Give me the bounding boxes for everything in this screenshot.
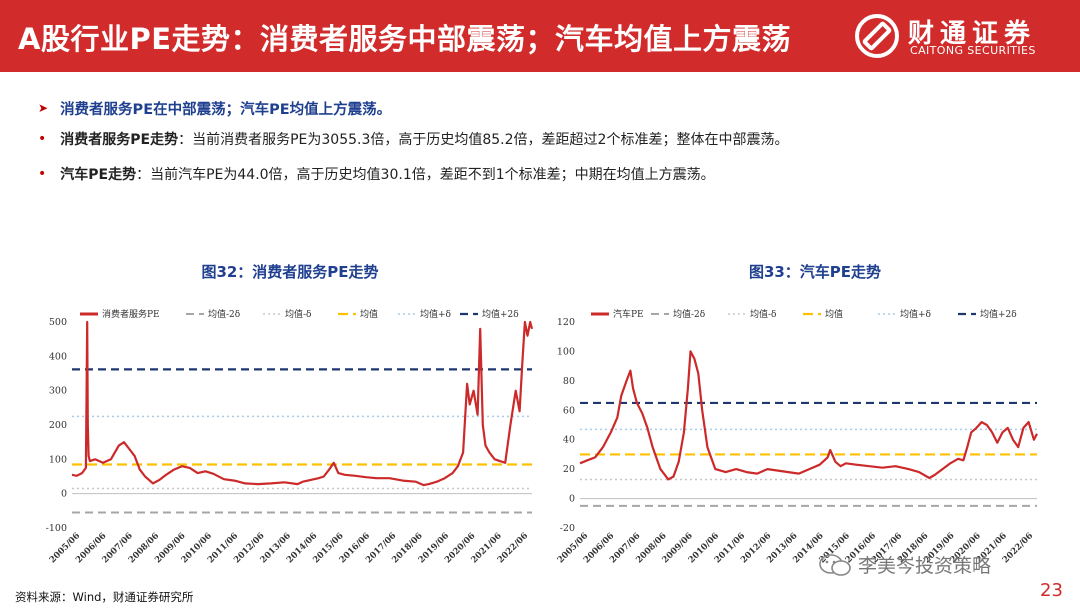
- y-tick-label: 200: [49, 420, 67, 431]
- legend-label: 均值+δ: [900, 308, 931, 320]
- watermark-text: 李美岑投资策略: [858, 555, 992, 577]
- summary-item-text: 当前汽车PE为44.0倍，高于历史均值30.1倍，差距不到1个标准差；中期在均值…: [150, 167, 715, 183]
- y-tick-label: 300: [49, 386, 67, 397]
- bullet-dot-icon: •: [38, 131, 47, 147]
- y-tick-label: 0: [61, 489, 67, 500]
- legend-label: 均值-δ: [285, 308, 311, 320]
- summary-item-text: 当前消费者服务PE为3055.3倍，高于历史均值85.2倍，差距超过2个标准差；…: [192, 132, 789, 148]
- caitong-logo-icon: [855, 14, 899, 58]
- logo-english-name: CAITONG SECURITIES: [910, 44, 1036, 57]
- legend-label: 均值: [825, 308, 843, 320]
- page-title: A股行业PE走势：消费者服务中部震荡；汽车均值上方震荡: [18, 22, 792, 56]
- page-number: 23: [1040, 580, 1063, 601]
- brand-logo: 财通证券 CAITONG SECURITIES: [852, 11, 1068, 61]
- summary-item: • 汽车PE走势：当前汽车PE为44.0倍，高于历史均值30.1倍，差距不到1个…: [38, 164, 1048, 184]
- chart-legend: 消费者服务PE 均值-2δ 均值-δ 均值 均值+δ 均值+2δ: [80, 308, 519, 320]
- consumer-services-pe-chart: 消费者服务PE 均值-2δ 均值-δ 均值 均值+δ 均值+2δ -100 0 100 200 30…: [46, 308, 534, 565]
- summary-item-label: 汽车PE走势: [60, 167, 137, 183]
- summary-headline-text: 消费者服务PE在中部震荡；汽车PE均值上方震荡。: [60, 101, 392, 118]
- y-tick-label: 120: [557, 317, 575, 328]
- y-tick-label: -100: [46, 523, 67, 534]
- summary-item: • 消费者服务PE走势：当前消费者服务PE为3055.3倍，高于历史均值85.2…: [38, 129, 1048, 149]
- summary-item-separator: ：: [178, 132, 193, 148]
- legend-label: 均值+2δ: [482, 308, 519, 320]
- legend-label: 均值-δ: [750, 308, 776, 320]
- series-line: [579, 350, 1038, 481]
- y-tick-label: 40: [563, 435, 575, 446]
- y-tick-label: 60: [563, 405, 575, 416]
- y-tick-label: 80: [563, 376, 575, 387]
- legend-label: 汽车PE: [613, 308, 644, 320]
- y-tick-label: 0: [569, 494, 575, 505]
- header-bar: A股行业PE走势：消费者服务中部震荡；汽车均值上方震荡 财通证券 CAITONG…: [0, 0, 1080, 72]
- auto-pe-chart: 汽车PE 均值-2δ 均值-δ 均值 均值+δ 均值+2δ -20 0 20 40 60 80 100 1…: [556, 308, 1038, 565]
- chart-title-consumer-services: 图32：消费者服务PE走势: [201, 263, 379, 281]
- chart-title-auto: 图33：汽车PE走势: [748, 263, 882, 281]
- wechat-icon: [819, 553, 851, 576]
- y-tick-label: 100: [49, 454, 67, 465]
- arrow-bullet-icon: ➤: [38, 101, 49, 115]
- legend-label: 均值+δ: [420, 308, 451, 320]
- legend-label: 均值: [360, 308, 378, 320]
- y-tick-label: 500: [49, 317, 67, 328]
- logo-chinese-name: 财通证券: [908, 19, 1037, 49]
- legend-label: 均值+2δ: [980, 308, 1017, 320]
- bullet-dot-icon: •: [38, 166, 47, 182]
- summary-headline: ➤ 消费者服务PE在中部震荡；汽车PE均值上方震荡。: [38, 97, 1048, 119]
- legend-label: 消费者服务PE: [102, 308, 160, 320]
- series-line: [71, 320, 534, 487]
- legend-label: 均值-2δ: [673, 308, 705, 320]
- y-tick-label: 400: [49, 351, 67, 362]
- legend-label: 均值-2δ: [208, 308, 240, 320]
- summary-section: ➤ 消费者服务PE在中部震荡；汽车PE均值上方震荡。 • 消费者服务PE走势：当…: [38, 97, 1048, 184]
- summary-item-label: 消费者服务PE走势: [60, 132, 179, 148]
- y-tick-label: 100: [557, 346, 575, 357]
- summary-item-separator: ：: [136, 167, 151, 183]
- source-note: 资料来源：Wind，财通证券研究所: [15, 590, 194, 604]
- y-tick-label: -20: [560, 523, 575, 534]
- y-tick-label: 20: [563, 464, 575, 475]
- wechat-watermark: 李美岑投资策略: [818, 551, 991, 578]
- chart-legend: 汽车PE 均值-2δ 均值-δ 均值 均值+δ 均值+2δ: [591, 308, 1017, 320]
